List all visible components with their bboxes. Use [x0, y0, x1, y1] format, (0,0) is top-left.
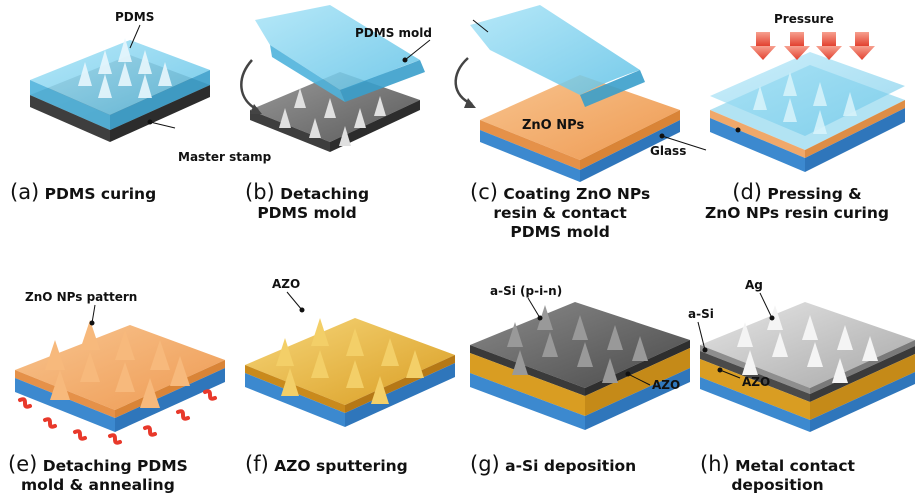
caption-d-line1: Pressing &	[767, 185, 862, 203]
caption-f-letter: (f)	[245, 452, 269, 476]
pressure-arrows	[750, 32, 875, 60]
panel-c	[454, 5, 707, 182]
caption-d-line2: ZnO NPs resin curing	[705, 204, 889, 222]
label-zno-nps: ZnO NPs	[522, 118, 585, 133]
label-glass: Glass	[650, 144, 687, 158]
label-zno-pattern: ZnO NPs pattern	[25, 290, 138, 304]
caption-b-line1: Detaching	[280, 185, 370, 203]
caption-b-letter: (b)	[245, 180, 275, 204]
panel-e	[15, 304, 225, 445]
label-pressure: Pressure	[774, 12, 834, 26]
panel-b	[240, 5, 431, 152]
panel-f	[245, 291, 455, 427]
caption-c-line3: PDMS mold	[510, 223, 610, 241]
caption-f-line1: AZO sputtering	[274, 457, 408, 475]
cone-array-f	[276, 318, 424, 404]
label-azo-f: AZO	[272, 277, 301, 291]
caption-h: (h) Metal contact deposition	[700, 452, 855, 495]
caption-g-letter: (g)	[470, 452, 500, 476]
caption-d-letter: (d)	[732, 180, 762, 204]
label-azo-h: AZO	[742, 375, 771, 389]
caption-b-line2: PDMS mold	[257, 204, 357, 222]
caption-a: (a) PDMS curing	[10, 180, 157, 204]
caption-a-letter: (a)	[10, 180, 40, 204]
label-asi-pin: a-Si (p-i-n)	[490, 284, 563, 298]
label-ag: Ag	[745, 278, 763, 292]
cone-array-b	[279, 88, 386, 146]
panel-d	[710, 32, 905, 172]
caption-g: (g) a-Si deposition	[470, 452, 637, 476]
cone-array-h	[737, 305, 878, 383]
caption-h-line1: Metal contact	[735, 457, 855, 475]
panel-a	[30, 24, 210, 142]
caption-b: (b) Detaching PDMS mold	[245, 180, 370, 223]
label-azo-g: AZO	[652, 378, 681, 392]
cone-array-d	[753, 72, 857, 134]
caption-c: (c) Coating ZnO NPs resin & contact PDMS…	[470, 180, 651, 242]
panel-g	[470, 297, 690, 430]
caption-g-line1: a-Si deposition	[505, 457, 637, 475]
caption-c-line1: Coating ZnO NPs	[503, 185, 651, 203]
caption-f: (f) AZO sputtering	[245, 452, 408, 476]
label-pdms-mold: PDMS mold	[355, 26, 432, 40]
label-asi-h: a-Si	[688, 307, 714, 321]
caption-e-letter: (e)	[8, 452, 38, 476]
caption-c-letter: (c)	[470, 180, 498, 204]
caption-h-letter: (h)	[700, 452, 730, 476]
caption-d: (d) Pressing & ZnO NPs resin curing	[705, 180, 889, 223]
heat-icon	[18, 389, 217, 445]
caption-h-line2: deposition	[731, 476, 824, 494]
cone-array-e	[45, 320, 190, 408]
caption-e-line2: mold & annealing	[21, 476, 175, 494]
panel-h	[697, 292, 915, 432]
caption-c-line2: resin & contact	[493, 204, 627, 222]
label-master-stamp: Master stamp	[178, 150, 272, 164]
caption-e-line1: Detaching PDMS	[42, 457, 188, 475]
caption-a-line1: PDMS curing	[44, 185, 157, 203]
cone-array-a	[78, 38, 172, 98]
cone-array-g	[507, 305, 648, 383]
label-pdms: PDMS	[115, 10, 155, 24]
caption-e: (e) Detaching PDMS mold & annealing	[8, 452, 188, 495]
